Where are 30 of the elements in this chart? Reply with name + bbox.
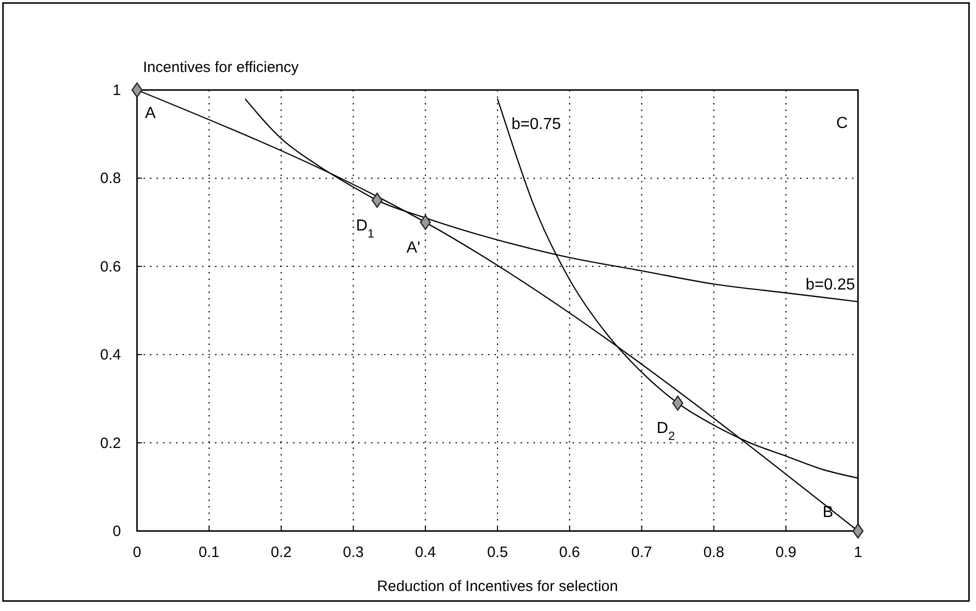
x-tick-label: 0.2 xyxy=(270,544,292,561)
annotation: D$_{2}$ xyxy=(656,420,676,444)
annotation: A' xyxy=(406,239,420,256)
point xyxy=(372,192,383,208)
y-tick-label: 1 xyxy=(112,82,121,99)
annotation: B xyxy=(822,504,834,521)
series-label: b=0.25 xyxy=(806,276,856,294)
x-tick-label: 0.1 xyxy=(198,544,220,561)
x-tick-label: 0.4 xyxy=(414,544,436,561)
annotation: C xyxy=(836,115,848,132)
series-label: b=0.75 xyxy=(512,116,561,133)
annotation: A xyxy=(145,105,156,122)
y-tick-label: 0.8 xyxy=(100,170,121,188)
x-tick-label: 0.9 xyxy=(775,544,796,561)
y-tick-label: 0.2 xyxy=(100,434,121,452)
x-axis-title: Reduction of Incentives for selection xyxy=(377,578,618,595)
x-tick-label: 0.7 xyxy=(631,544,652,561)
y-tick-label: 0 xyxy=(112,523,121,540)
x-tick-label: 1 xyxy=(854,544,862,561)
x-tick-label: 0.5 xyxy=(487,544,508,561)
y-tick-label: 0.4 xyxy=(100,346,121,364)
y-axis-title: Incentives for efficiency xyxy=(143,59,300,76)
point xyxy=(672,396,684,411)
point xyxy=(420,214,431,230)
x-tick-label: 0.3 xyxy=(342,544,364,561)
x-tick-label: 0.6 xyxy=(559,544,580,561)
annotation: D$_{1}$ xyxy=(356,217,375,240)
x-tick-label: 0 xyxy=(132,544,142,561)
x-tick-label: 0.8 xyxy=(703,544,724,561)
y-tick-label: 0.6 xyxy=(100,258,121,276)
